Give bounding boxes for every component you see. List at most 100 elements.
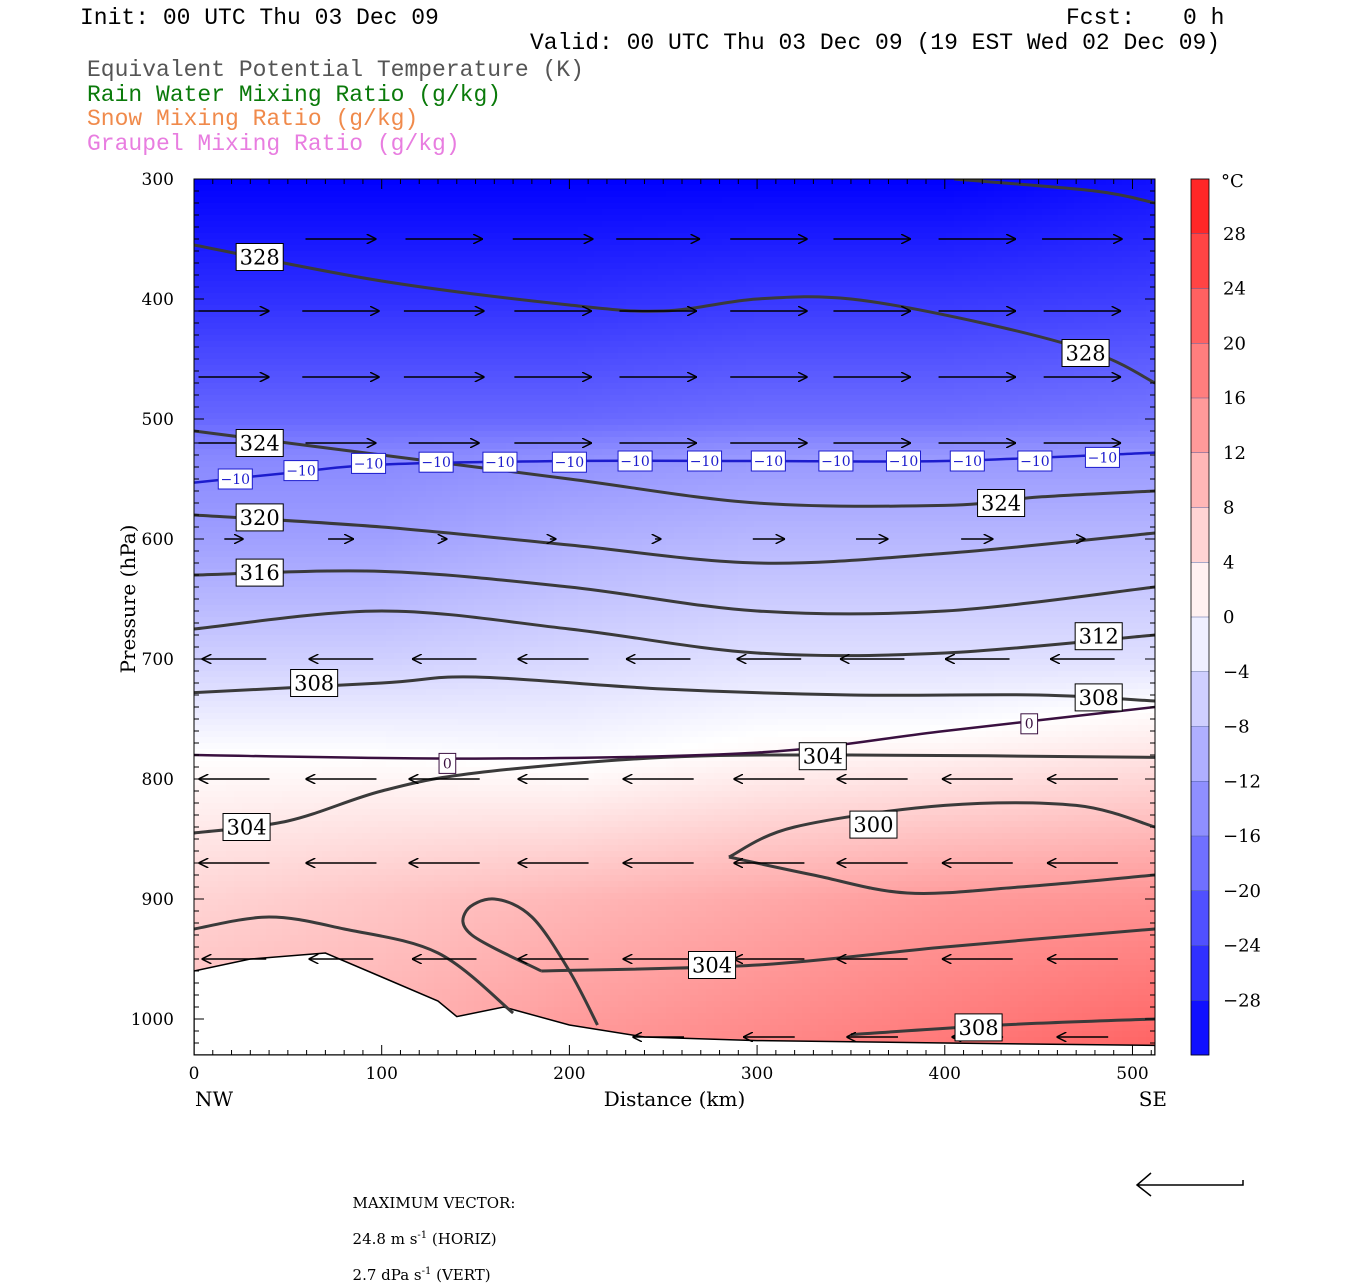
field-cell xyxy=(290,665,299,672)
field-cell xyxy=(362,611,371,618)
field-cell xyxy=(426,563,435,570)
field-cell xyxy=(314,389,323,396)
field-cell xyxy=(362,251,371,258)
field-cell xyxy=(258,743,267,750)
field-cell xyxy=(466,233,475,240)
field-cell xyxy=(442,509,451,516)
field-cell xyxy=(258,479,267,486)
field-cell xyxy=(450,395,459,402)
field-cell xyxy=(426,419,435,426)
field-cell xyxy=(234,407,243,414)
field-cell xyxy=(378,689,387,696)
field-cell xyxy=(250,611,259,618)
field-cell xyxy=(338,785,347,792)
field-cell xyxy=(418,395,427,402)
field-cell xyxy=(442,365,451,372)
field-cell xyxy=(338,341,347,348)
field-cell xyxy=(202,203,211,210)
field-cell xyxy=(386,179,395,186)
field-cell xyxy=(314,245,323,252)
field-cell xyxy=(426,935,435,942)
field-cell xyxy=(410,695,419,702)
field-cell xyxy=(306,527,315,534)
field-cell xyxy=(314,383,323,390)
field-cell xyxy=(330,335,339,342)
field-cell xyxy=(306,227,315,234)
field-cell xyxy=(362,365,371,372)
field-cell xyxy=(386,671,395,678)
field-cell xyxy=(362,407,371,414)
field-cell xyxy=(282,659,291,666)
field-cell xyxy=(274,323,283,330)
field-cell xyxy=(274,815,283,822)
field-cell xyxy=(434,419,443,426)
field-cell xyxy=(410,437,419,444)
field-cell xyxy=(402,917,411,924)
field-cell xyxy=(410,299,419,306)
field-cell xyxy=(322,209,331,216)
field-cell xyxy=(218,233,227,240)
field-cell xyxy=(226,449,235,456)
field-cell xyxy=(210,335,219,342)
field-cell xyxy=(458,443,467,450)
field-cell xyxy=(442,893,451,900)
field-cell xyxy=(330,539,339,546)
field-cell xyxy=(458,521,467,528)
field-cell xyxy=(458,1007,467,1014)
field-cell xyxy=(418,953,427,960)
field-cell xyxy=(338,371,347,378)
field-cell xyxy=(218,389,227,396)
field-cell xyxy=(386,395,395,402)
field-cell xyxy=(346,857,355,864)
field-cell xyxy=(394,467,403,474)
field-cell xyxy=(362,425,371,432)
field-cell xyxy=(194,437,203,444)
field-cell xyxy=(338,671,347,678)
field-cell xyxy=(466,257,475,264)
field-cell xyxy=(322,797,331,804)
field-cell xyxy=(370,257,379,264)
field-cell xyxy=(402,617,411,624)
field-cell xyxy=(410,425,419,432)
field-cell xyxy=(458,839,467,846)
field-cell xyxy=(402,443,411,450)
field-cell xyxy=(386,383,395,390)
field-cell xyxy=(338,881,347,888)
field-cell xyxy=(410,239,419,246)
field-cell xyxy=(234,707,243,714)
field-cell xyxy=(386,857,395,864)
field-cell xyxy=(282,599,291,606)
field-cell xyxy=(322,401,331,408)
field-cell xyxy=(210,641,219,648)
field-cell xyxy=(306,257,315,264)
field-cell xyxy=(330,899,339,906)
field-cell xyxy=(242,281,251,288)
field-cell xyxy=(226,635,235,642)
field-cell xyxy=(242,863,251,870)
field-cell xyxy=(258,701,267,708)
field-cell xyxy=(266,215,275,222)
field-cell xyxy=(466,293,475,300)
field-cell xyxy=(274,851,283,858)
field-cell xyxy=(370,821,379,828)
field-cell xyxy=(394,869,403,876)
field-cell xyxy=(354,785,363,792)
field-cell xyxy=(418,989,427,996)
field-cell xyxy=(378,215,387,222)
field-cell xyxy=(314,347,323,354)
field-cell xyxy=(282,551,291,558)
field-cell xyxy=(258,179,267,186)
field-cell xyxy=(426,305,435,312)
field-cell xyxy=(466,281,475,288)
field-cell xyxy=(410,803,419,810)
field-cell xyxy=(210,587,219,594)
field-cell xyxy=(266,209,275,216)
field-cell xyxy=(442,389,451,396)
field-cell xyxy=(234,767,243,774)
field-cell xyxy=(282,725,291,732)
field-cell xyxy=(362,515,371,522)
field-cell xyxy=(426,743,435,750)
field-cell xyxy=(458,491,467,498)
field-cell xyxy=(322,905,331,912)
field-cell xyxy=(234,401,243,408)
